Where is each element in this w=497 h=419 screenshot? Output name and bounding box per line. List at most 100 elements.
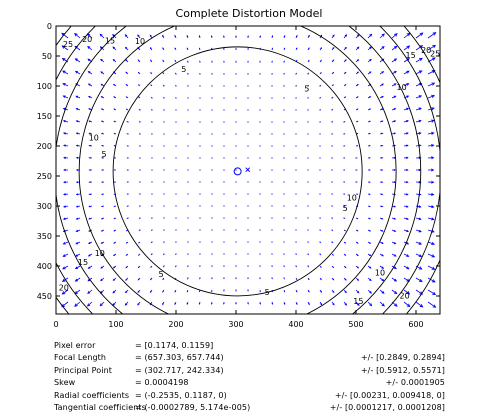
distortion-arrow [403, 181, 409, 184]
param-uncertainty: +/- [0.2849, 0.2894] [360, 353, 445, 363]
contour-label: 20 [400, 291, 410, 300]
distortion-arrow [403, 120, 409, 123]
distortion-arrow [427, 289, 437, 296]
distortion-arrow [187, 265, 189, 268]
distortion-arrow [319, 193, 321, 195]
distortion-arrow [151, 133, 153, 135]
distortion-arrow [223, 121, 225, 123]
distortion-arrow [100, 205, 105, 208]
y-tick-label: 0 [47, 22, 52, 31]
distortion-arrow [113, 157, 117, 159]
distortion-arrow [307, 265, 310, 268]
distortion-arrow [307, 109, 309, 111]
distortion-arrow [319, 241, 322, 244]
distortion-arrow [343, 96, 347, 99]
distortion-arrow [379, 205, 384, 208]
distortion-arrow [163, 193, 165, 195]
distortion-arrow [211, 97, 213, 99]
distortion-arrow [187, 277, 189, 280]
distortion-arrow [124, 34, 129, 39]
distortion-arrow [235, 301, 237, 305]
distortion-arrow [379, 156, 384, 159]
distortion-arrow [427, 192, 435, 196]
distortion-arrow [427, 144, 435, 148]
distortion-arrow [259, 265, 261, 267]
distortion-arrow [187, 229, 189, 231]
distortion-arrow [367, 108, 372, 111]
distortion-arrow [307, 72, 310, 75]
distortion-arrow [271, 181, 273, 183]
distortion-arrow [271, 145, 273, 147]
distortion-arrow [149, 34, 153, 39]
distortion-arrow [391, 277, 398, 282]
distortion-arrow [235, 97, 237, 99]
distortion-arrow [62, 83, 69, 87]
distortion-arrow [211, 253, 213, 255]
distortion-arrow [199, 157, 201, 159]
distortion-arrow [163, 181, 165, 183]
distortion-arrow [74, 33, 81, 39]
distortion-arrow [283, 157, 285, 159]
distortion-arrow [175, 217, 177, 219]
distortion-arrow [211, 229, 213, 231]
distortion-arrow [235, 217, 237, 219]
distortion-arrow [403, 45, 411, 51]
distortion-arrow [319, 277, 322, 281]
distortion-arrow [355, 253, 359, 256]
distortion-arrow [271, 193, 273, 195]
distortion-arrow [235, 73, 237, 75]
distortion-arrow [391, 108, 397, 111]
distortion-arrow [175, 229, 177, 231]
distortion-arrow [271, 109, 273, 111]
distortion-arrow [88, 156, 93, 159]
distortion-arrow [100, 120, 105, 123]
distortion-arrow [199, 60, 201, 63]
distortion-arrow [113, 205, 117, 208]
distortion-arrow [343, 265, 347, 269]
distortion-arrow [163, 97, 165, 99]
distortion-arrow [138, 229, 141, 232]
distortion-arrow [235, 85, 237, 87]
distortion-arrow [379, 46, 385, 51]
distortion-arrow [259, 253, 261, 255]
distortion-arrow [162, 289, 165, 293]
distortion-arrow [283, 109, 285, 111]
x-tick-label: 200 [168, 320, 183, 329]
distortion-arrow [283, 217, 285, 219]
distortion-arrow [151, 205, 153, 207]
distortion-arrow [223, 217, 225, 219]
distortion-arrow [150, 229, 153, 231]
distortion-arrow [247, 97, 249, 99]
distortion-arrow [247, 205, 249, 207]
distortion-arrow [367, 169, 371, 171]
distortion-arrow [403, 229, 410, 233]
distortion-arrow [307, 47, 310, 51]
distortion-arrow [403, 156, 409, 159]
distortion-arrow [150, 241, 153, 244]
distortion-arrow [295, 145, 297, 147]
distortion-arrow [101, 181, 105, 183]
distortion-arrow [113, 169, 117, 171]
distortion-arrow [125, 84, 129, 87]
distortion-arrow [150, 84, 153, 87]
distortion-arrow [391, 229, 397, 232]
y-tick-label: 400 [37, 262, 52, 271]
distortion-arrow [100, 265, 105, 269]
chart-title: Complete Distortion Model [176, 7, 323, 20]
distortion-arrow [223, 73, 225, 75]
distortion-arrow [62, 253, 69, 257]
distortion-arrow [163, 109, 165, 111]
distortion-arrow [235, 265, 237, 267]
distortion-arrow [283, 181, 285, 183]
contour-label: 5 [101, 150, 106, 159]
distortion-arrow [343, 277, 347, 281]
distortion-arrow [283, 145, 285, 147]
distortion-arrow [211, 60, 213, 63]
distortion-arrow [403, 168, 409, 172]
distortion-arrow [355, 46, 360, 51]
distortion-arrow [355, 277, 360, 281]
distortion-arrow [391, 45, 398, 51]
distortion-arrow [379, 217, 384, 220]
distortion-arrow [88, 132, 93, 135]
